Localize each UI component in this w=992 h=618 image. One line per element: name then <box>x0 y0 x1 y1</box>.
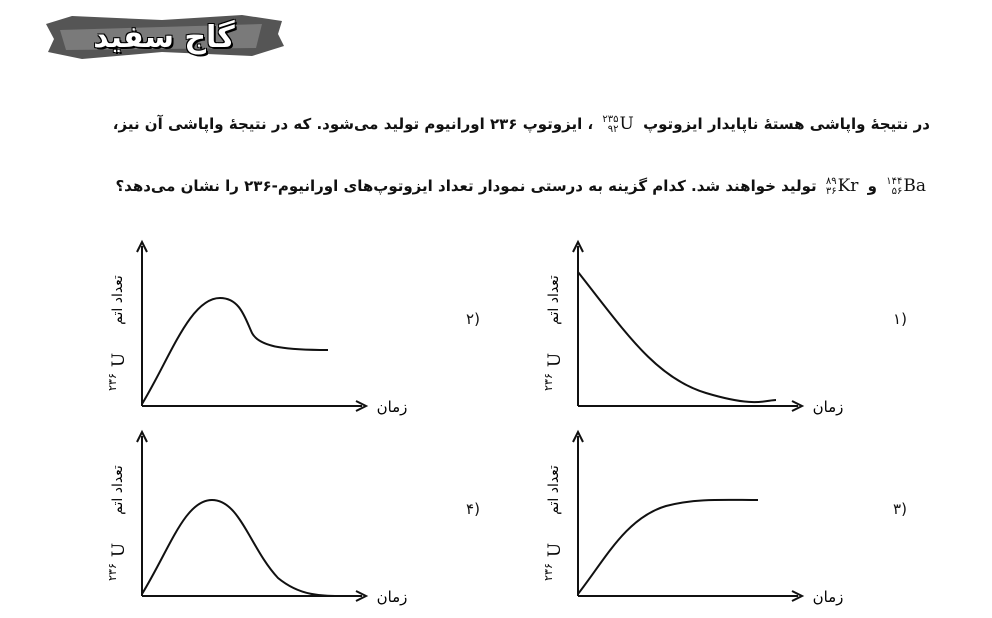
isotope-u235: ۲۳۵ ۹۲ U <box>602 113 634 135</box>
curve-peak-decay <box>141 498 347 597</box>
x-axis-label: زمان <box>377 398 408 416</box>
y-axis-label-symbol: U <box>545 543 565 557</box>
question-text-2a: و <box>867 177 877 195</box>
graph-option-1: زمان تعداد اتم U ۲۳۶ <box>536 238 846 420</box>
x-axis-arrow-icon <box>355 590 369 602</box>
question-line-1: در نتیجهٔ واپاشی هستهٔ ناپایدار ایزوتوپ … <box>60 114 930 135</box>
x-axis-label: زمان <box>377 588 408 606</box>
y-axis-arrow-icon <box>572 429 584 443</box>
question-text-2b: تولید خواهند شد. کدام گزینه به درستی نمو… <box>115 177 817 195</box>
isotope-kr89: ۸۹ ۳۶ Kr <box>825 175 859 197</box>
x-axis-label: زمان <box>813 588 844 606</box>
graph-svg: زمان تعداد اتم U ۲۳۶ <box>542 429 844 606</box>
y-axis-label: تعداد اتم U ۲۳۶ <box>542 465 565 581</box>
y-axis-arrow-icon <box>136 429 148 443</box>
y-axis-label-mass: ۲۳۶ <box>542 373 555 391</box>
question-text-1a: در نتیجهٔ واپاشی هستهٔ ناپایدار ایزوتوپ <box>643 115 930 133</box>
option-label-4: (۴ <box>466 500 480 518</box>
y-axis-arrow-icon <box>136 239 148 253</box>
curve-saturation <box>577 498 759 595</box>
graph-option-3: زمان تعداد اتم U ۲۳۶ <box>536 428 846 610</box>
option-label-1: (۱ <box>893 310 907 328</box>
logo-text: گاج سفید <box>93 19 235 55</box>
logo-brush-background <box>46 15 284 59</box>
x-axis-arrow-icon <box>791 590 805 602</box>
curve-decay <box>577 271 777 404</box>
y-axis-label-text: تعداد اتم <box>110 465 126 515</box>
y-axis-label-mass: ۲۳۶ <box>106 373 119 391</box>
graph-svg: زمان تعداد اتم U ۲۳۶ <box>542 239 844 416</box>
y-axis-label-text: تعداد اتم <box>546 275 562 325</box>
y-axis-label: تعداد اتم U ۲۳۶ <box>106 465 129 581</box>
x-axis-arrow-icon <box>355 400 369 412</box>
option-label-2: (۲ <box>466 310 480 328</box>
curve-peak-plateau <box>141 296 329 405</box>
y-axis-label-mass: ۲۳۶ <box>106 563 119 581</box>
graph-svg: زمان تعداد اتم U ۲۳۶ <box>106 429 408 606</box>
y-axis-label-symbol: U <box>545 353 565 367</box>
isotope-ba144: ۱۴۴ ۵۶ Ba <box>886 175 926 197</box>
logo: گاج سفید <box>42 12 286 62</box>
question-text-1b: ، ایزوتوپ ۲۳۶ اورانیوم تولید می‌شود. که … <box>112 115 594 133</box>
y-axis-label-symbol: U <box>109 543 129 557</box>
y-axis-label: تعداد اتم U ۲۳۶ <box>106 275 129 391</box>
y-axis-label-symbol: U <box>109 353 129 367</box>
y-axis-label-mass: ۲۳۶ <box>542 563 555 581</box>
x-axis-arrow-icon <box>791 400 805 412</box>
option-label-3: (۳ <box>893 500 907 518</box>
y-axis-label: تعداد اتم U ۲۳۶ <box>542 275 565 391</box>
graph-svg: زمان تعداد اتم U ۲۳۶ <box>106 239 408 416</box>
question-line-2: ۱۴۴ ۵۶ Ba و ۸۹ ۳۶ Kr تولید خواهند شد. کدام گ… <box>60 176 930 197</box>
graph-option-2: زمان تعداد اتم U ۲۳۶ <box>100 238 410 420</box>
graph-option-4: زمان تعداد اتم U ۲۳۶ <box>100 428 410 610</box>
y-axis-arrow-icon <box>572 239 584 253</box>
y-axis-label-text: تعداد اتم <box>110 275 126 325</box>
y-axis-label-text: تعداد اتم <box>546 465 562 515</box>
x-axis-label: زمان <box>813 398 844 416</box>
